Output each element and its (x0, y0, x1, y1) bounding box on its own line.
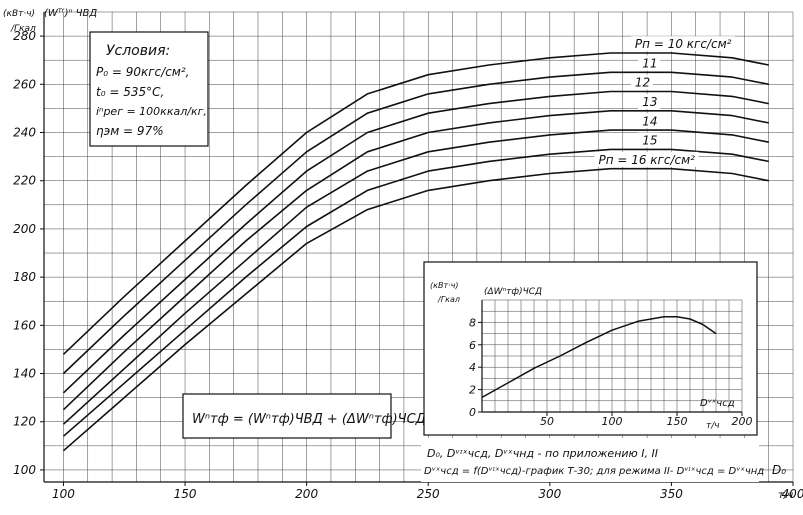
inset-y-unit-bottom: /Гкал (437, 295, 460, 304)
series-label-background (594, 151, 699, 167)
conditions-line-3: iⁿрег = 100ккал/кг, (96, 105, 207, 118)
inset-y-tick-label: 4 (469, 361, 476, 374)
main-series-line-4 (62, 110, 769, 411)
main-x-tick-label: 100 (52, 487, 75, 501)
main-series-line-6 (62, 148, 769, 437)
series-label-background (638, 94, 661, 109)
series-label-7: Pп = 16 кгс/см² (598, 153, 695, 167)
inset-series-line-1 (481, 316, 717, 399)
main-y-tick-label: 280 (13, 29, 36, 43)
main-y-tick-label: 260 (13, 77, 36, 91)
inset-y-tick-label: 8 (469, 316, 476, 329)
series-label-3: 12 (635, 76, 650, 90)
main-x-tick-label: 350 (660, 487, 683, 501)
main-series-line-5 (62, 129, 769, 425)
series-label-2: 11 (642, 56, 657, 70)
inset-y-tick-label: 0 (469, 406, 476, 419)
main-y-tick-label: 220 (13, 174, 36, 188)
main-y-tick-label: 120 (13, 415, 36, 429)
conditions-line-1: P₀ = 90кгс/см², (96, 65, 189, 79)
main-y-tick-label: 100 (13, 463, 36, 477)
inset-box (423, 261, 758, 436)
inset-y-tick-label: 6 (469, 339, 476, 352)
inset-x-tick-label: 50 (540, 415, 554, 428)
inset-grid: 50 100 150 200 0 2 4 6 8 (469, 299, 753, 428)
conditions-line-2: t₀ = 535°C, (96, 85, 164, 99)
main-y-tick-label: 160 (13, 318, 36, 332)
y-axis-quantity: (Wᵀᶠ)ⁿ ЧВД (44, 8, 97, 19)
x-axis-label: D₀ (772, 463, 786, 477)
series-label-1: Pп = 10 кгс/см² (635, 37, 732, 51)
main-x-tick-label: 200 (295, 487, 318, 501)
x-axis-unit: т/ч (778, 490, 793, 501)
main-series-line-7 (62, 167, 769, 452)
y-axis-unit-bottom: /Гкал (10, 24, 36, 34)
main-y-tick-label: 140 (13, 367, 36, 381)
inset-y-unit-top: (кВт·ч) (430, 281, 459, 290)
formula-text: Wⁿтф = (Wⁿтф)ЧВД + (ΔWⁿтф)ЧСД (192, 412, 426, 427)
series-label-background (630, 36, 735, 52)
main-x-tick-label: 150 (174, 487, 197, 501)
main-series-line-2 (62, 71, 769, 375)
main-y-tick-label: 240 (13, 126, 36, 140)
main-x-tick-label: 300 (538, 487, 561, 501)
conditions-title: Условия: (106, 43, 170, 59)
note-line-1: D₀, Dᵛᶦˣчсд, Dᵛˣчнд - по приложению I, I… (427, 447, 658, 460)
inset-y-quantity: (ΔWⁿтф)ЧСД (484, 287, 542, 297)
note-line-2: Dᵛˣчсд = f(Dᵛᶦˣчсд)-график Т-30; для реж… (424, 466, 764, 477)
conditions-line-4: ηэм = 97% (96, 124, 164, 138)
main-x-tick-label: 400 (782, 487, 803, 501)
main-y-tick-label: 180 (13, 270, 36, 284)
conditions-box (89, 31, 209, 147)
main-y-tick-label: 200 (13, 222, 36, 236)
main-series-line-3 (62, 90, 769, 394)
inset-y-tick-label: 2 (469, 384, 476, 397)
series-label-background (638, 132, 661, 148)
series-label-background (630, 74, 653, 90)
series-label-background (638, 55, 661, 71)
inset-x-label: Dᵛˣчсд (700, 398, 735, 409)
main-series-line-1 (62, 52, 769, 355)
formula-box (182, 393, 392, 439)
note-box (421, 438, 759, 482)
inset-x-tick-label: 200 (732, 415, 753, 428)
main-x-tick-label: 250 (417, 487, 440, 501)
series-label-5: 14 (642, 114, 657, 128)
inset-series-line (481, 316, 717, 399)
series-label-background (638, 113, 661, 129)
series-label-6: 15 (642, 134, 657, 148)
inset-x-tick-label: 150 (667, 415, 688, 428)
inset-x-unit: т/ч (706, 421, 720, 431)
series-label-4: 13 (642, 95, 657, 109)
inset-x-tick-label: 100 (602, 415, 623, 428)
main-series-lines: Pп = 10 кгс/см² 11 12 13 14 15 Pп = 16 кгс/см² (62, 36, 769, 452)
y-axis-unit-top: (кВт·ч) (3, 9, 35, 19)
